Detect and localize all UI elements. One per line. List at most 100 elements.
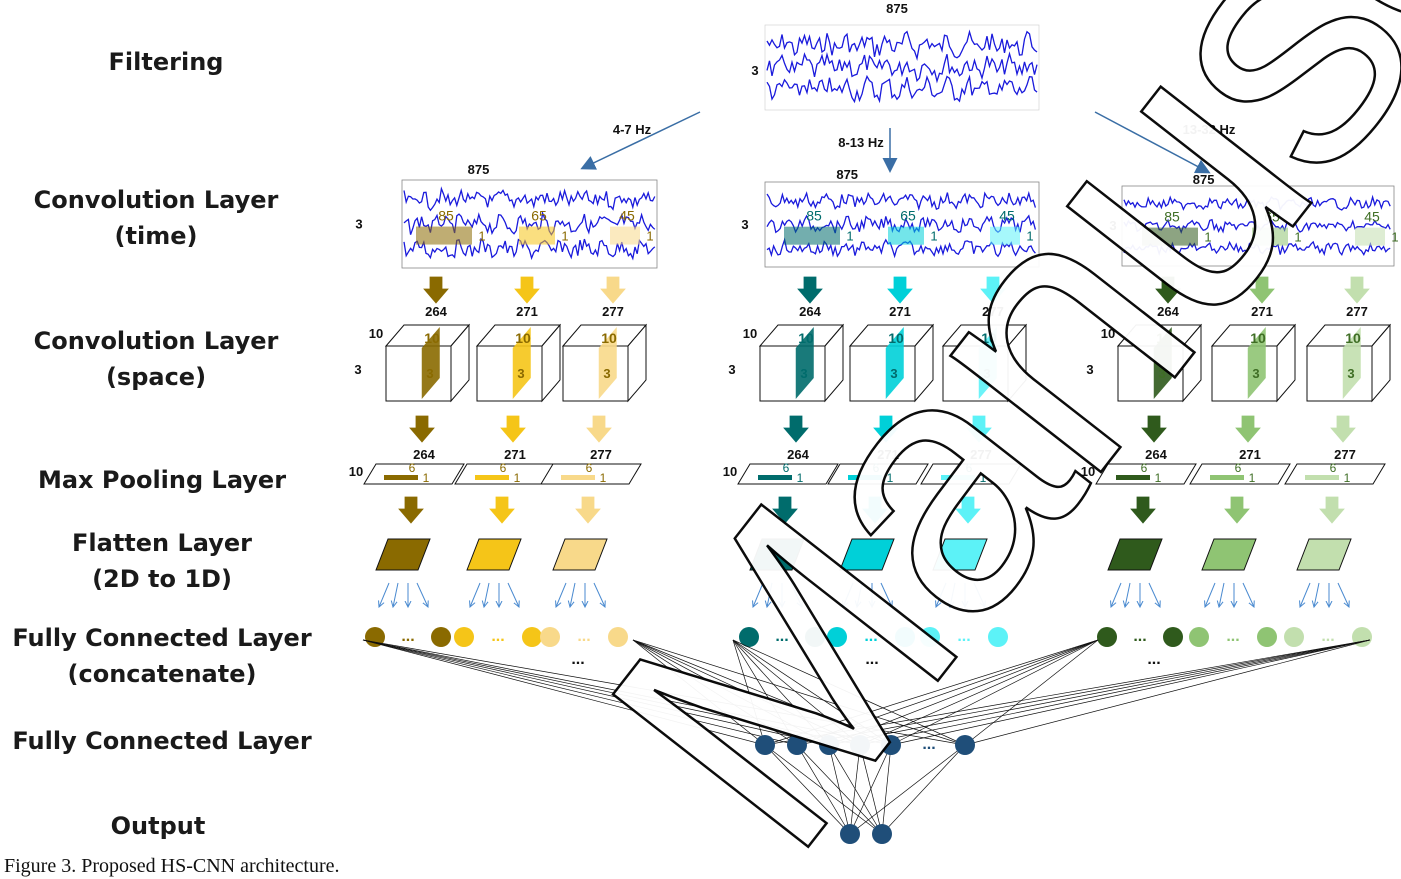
fc-edge (362, 639, 861, 746)
band-arrow-beta (1094, 111, 1211, 174)
kernel-depth-label: 1 (561, 229, 568, 244)
flatten-to-fc-arrow (790, 582, 802, 607)
output-edge (828, 744, 883, 835)
flatten-to-fc-arrow (1314, 582, 1320, 607)
concat-node (1189, 627, 1209, 647)
flatten-vector (932, 538, 988, 571)
concat-ellipsis: ... (957, 628, 970, 645)
flatten-to-fc-arrow (593, 582, 605, 607)
cube-front (759, 345, 826, 402)
conv-length-label: 271 (516, 304, 538, 319)
input-wave-2 (766, 51, 1038, 84)
flatten-to-fc-arrow (1300, 582, 1311, 607)
spatial-filter-slice (598, 327, 617, 399)
flatten-to-fc-arrow (843, 582, 854, 607)
pool-bar (1116, 475, 1150, 480)
space-depth-label: 3 (800, 366, 807, 381)
concat-node (988, 627, 1008, 647)
conv-length-label: 271 (889, 304, 911, 319)
fc-edge (362, 639, 830, 746)
output-node (872, 824, 892, 844)
label-output: Output (111, 812, 206, 840)
filtered-wave-1 (403, 186, 656, 212)
flatten-to-fc-arrow (950, 582, 956, 607)
flatten-vector (1107, 538, 1163, 571)
flatten-vector (552, 538, 608, 571)
time-kernel (1252, 227, 1288, 246)
fc-node (955, 735, 975, 755)
concat-node (1163, 627, 1183, 647)
filtered-wave-1 (766, 190, 1037, 212)
band-group-3: 87538516514512641031032646110...27110327… (1081, 172, 1399, 668)
fc-edge (362, 639, 798, 746)
pool-bar (758, 475, 792, 480)
filtered-wave-2 (403, 210, 656, 236)
down-arrow (887, 276, 913, 304)
kernel-size-label: 85 (438, 208, 454, 224)
fc-edge (632, 639, 766, 746)
pool-width-label: 6 (500, 461, 507, 475)
output-edge (796, 744, 851, 835)
concat-ellipsis: ... (577, 628, 590, 645)
conv-length-label: 264 (799, 304, 821, 319)
kernel-size-label: 45 (1364, 209, 1380, 225)
flatten-vector (1201, 538, 1257, 571)
fc-edge (859, 639, 1371, 746)
fc-node (881, 735, 901, 755)
concat-node (805, 627, 825, 647)
output-edge (849, 744, 966, 835)
kernel-size-label: 65 (531, 208, 547, 224)
cube-space-axis-label: 3 (1086, 362, 1093, 377)
down-arrow (586, 415, 612, 443)
label-filtering: Filtering (109, 48, 224, 76)
concat-node (608, 627, 628, 647)
conv-length-label: 264 (1157, 304, 1179, 319)
down-arrow (409, 415, 435, 443)
fc-edge (632, 639, 830, 746)
pool-bar (475, 475, 509, 480)
down-arrow (1141, 415, 1167, 443)
concat-node (827, 627, 847, 647)
spatial-filter-slice (512, 327, 531, 399)
pool-width-label: 6 (873, 461, 880, 475)
flatten-to-fc-arrow (767, 582, 773, 607)
kernel-depth-label: 1 (1204, 230, 1211, 245)
down-arrow (1130, 496, 1156, 524)
flatten-to-fc-arrow (507, 582, 519, 607)
pool-length-label: 277 (590, 447, 612, 462)
filter-count-label: 10 (798, 330, 814, 346)
filtered-signal-width-label: 875 (468, 162, 490, 177)
output-edge (849, 744, 892, 835)
flatten-vector (839, 538, 895, 571)
band-ellipsis: ... (571, 651, 584, 668)
cube-filters-axis-label: 10 (743, 326, 757, 341)
kernel-size-label: 65 (1264, 209, 1280, 225)
pool-length-label: 264 (413, 447, 435, 462)
output-edge (881, 744, 966, 835)
space-depth-label: 3 (890, 366, 897, 381)
cube-front (562, 345, 629, 402)
label-flatten-line2: (2D to 1D) (92, 565, 232, 593)
down-arrow (575, 496, 601, 524)
fc-edge (732, 639, 766, 746)
band-group-1: 87538516514512641031032646110...27110327… (349, 162, 658, 668)
flatten-to-fc-arrow (1219, 582, 1225, 607)
kernel-size-label: 45 (619, 208, 635, 224)
flatten-to-fc-arrow (1125, 582, 1131, 607)
space-depth-label: 3 (603, 366, 610, 381)
concat-node (454, 627, 474, 647)
filtered-wave-3 (403, 237, 656, 261)
down-arrow (489, 496, 515, 524)
band-arrow-theta (580, 111, 701, 170)
flatten-vector (375, 538, 431, 571)
space-depth-label: 3 (1252, 366, 1259, 381)
fc-edge (796, 639, 1371, 746)
down-arrow (1249, 276, 1275, 304)
kernel-depth-label: 1 (478, 229, 485, 244)
flatten-vector (749, 538, 805, 571)
filtered-signal-width-label: 875 (836, 167, 858, 182)
down-arrow (783, 415, 809, 443)
label-conv-time-line1: Convolution Layer (34, 186, 279, 214)
kernel-depth-label: 1 (646, 229, 653, 244)
band-label-theta: 4-7 Hz (613, 122, 652, 137)
